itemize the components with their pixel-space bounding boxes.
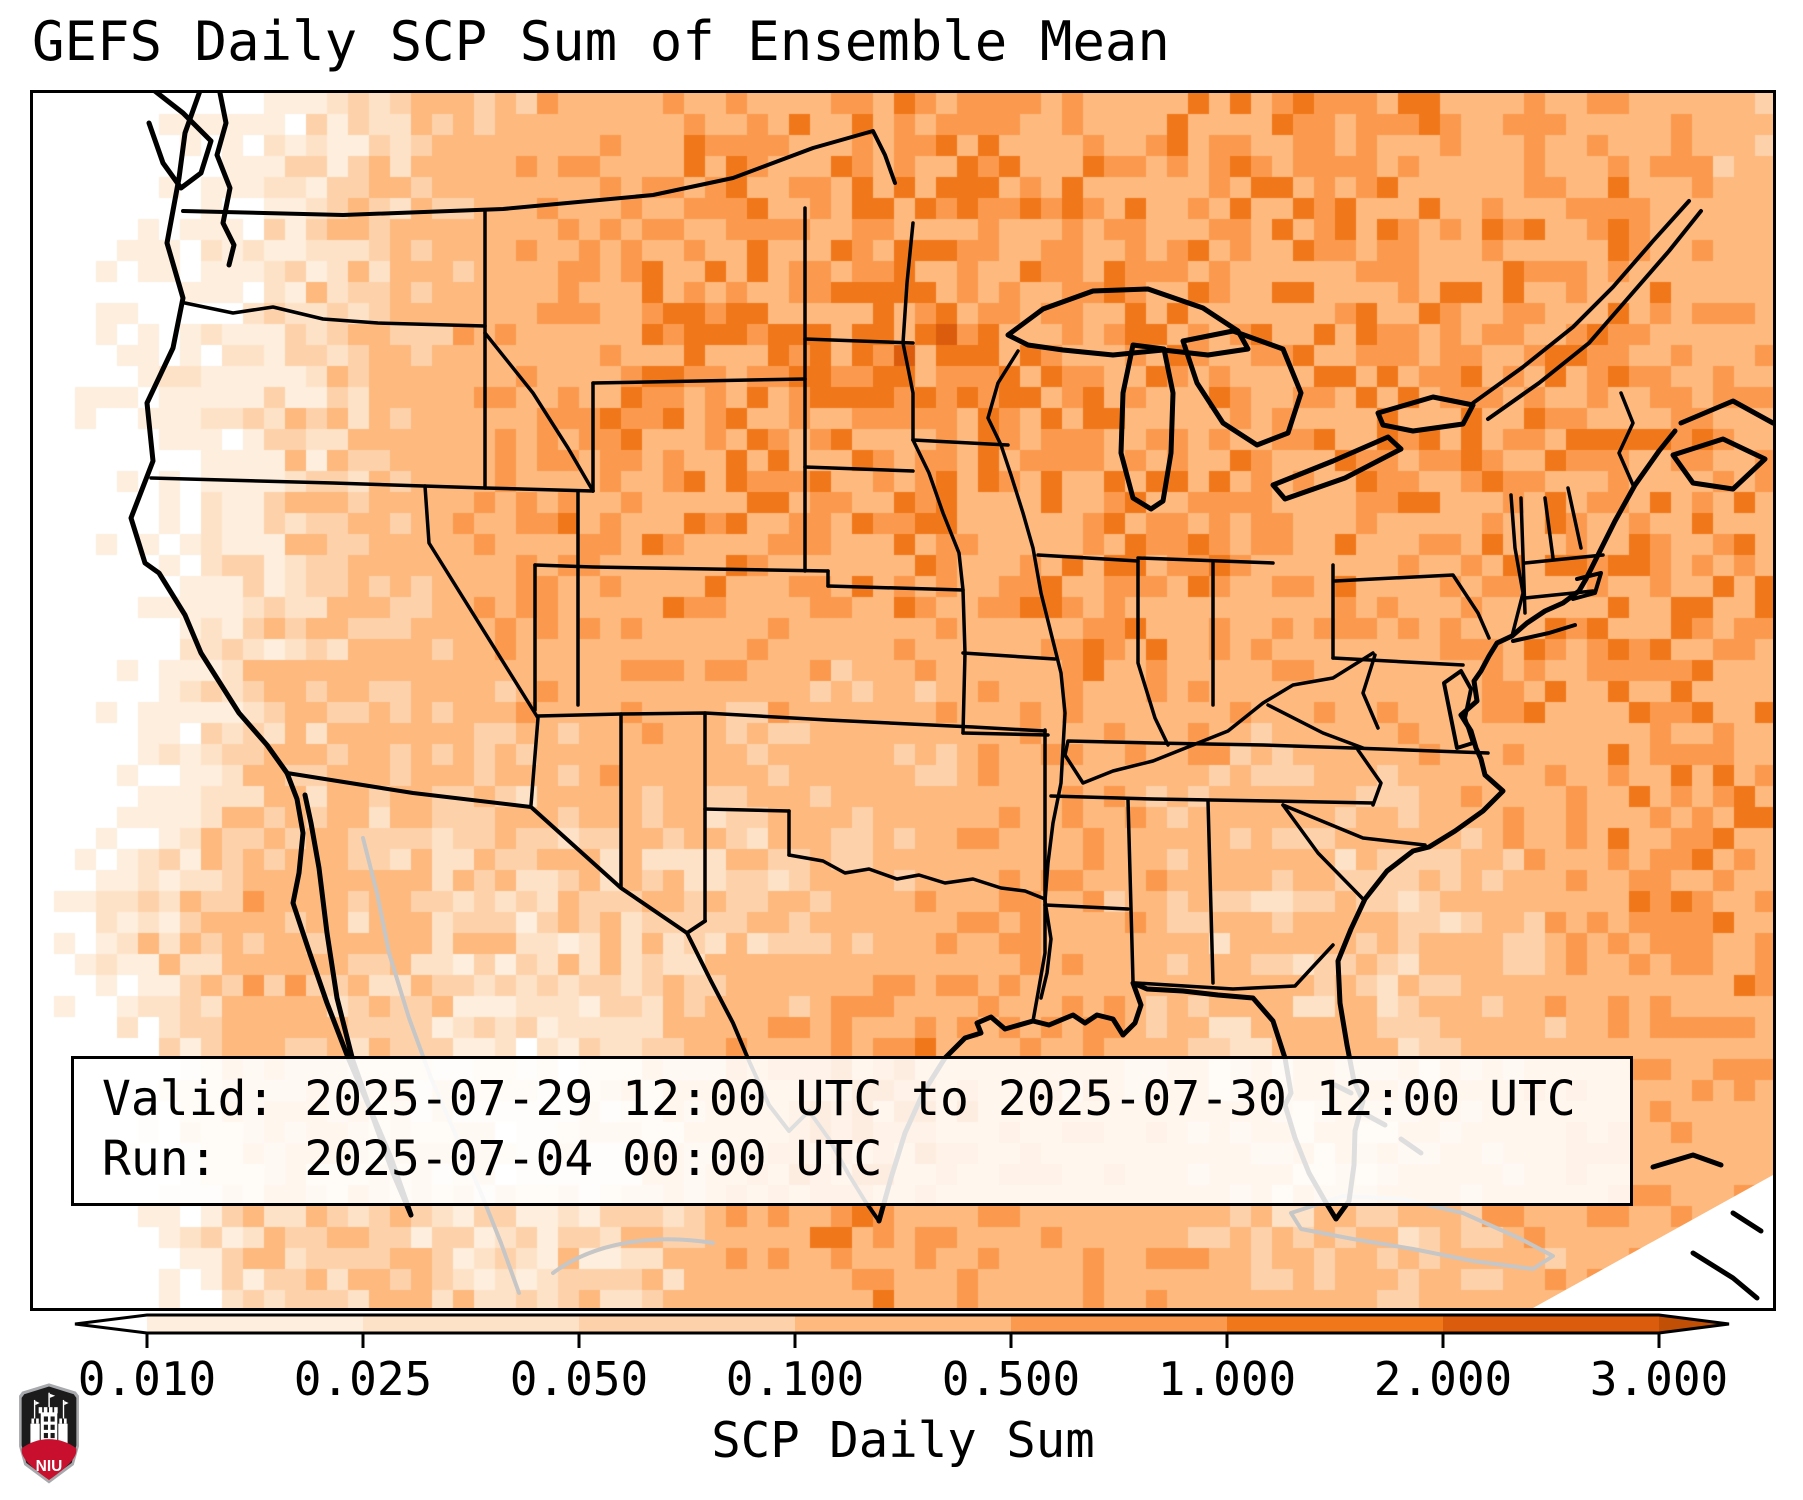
colorbar-tick-label: 2.000 — [1373, 1352, 1513, 1406]
colorbar-segment — [363, 1315, 579, 1333]
long-island — [1511, 623, 1577, 643]
cape-cod — [1571, 571, 1603, 601]
niu-red-swoosh — [21, 1439, 77, 1480]
colorbar-segment — [1227, 1315, 1443, 1333]
domain-edge-wedge — [1533, 1175, 1773, 1308]
valid-run-info-box: Valid: 2025-07-29 12:00 UTC to 2025-07-3… — [71, 1056, 1633, 1206]
us-mexico-border — [285, 771, 707, 935]
vancouver-island — [146, 93, 214, 191]
colorbar-segment — [795, 1315, 1011, 1333]
st-lawrence-south-shore — [1486, 209, 1703, 421]
state-borders-west — [149, 206, 1047, 890]
run-time-text: Run: 2025-07-04 00:00 UTC — [102, 1131, 883, 1187]
colorbar-axis-label: SCP Daily Sum — [711, 1412, 1095, 1469]
state-borders-east — [1049, 391, 1635, 991]
puget-sound — [214, 93, 237, 268]
colorbar-over-arrow — [1659, 1315, 1729, 1333]
map-panel: Valid: 2025-07-29 12:00 UTC to 2025-07-3… — [30, 90, 1776, 1311]
us-canada-border — [181, 129, 897, 217]
colorbar-segment — [1011, 1315, 1227, 1333]
colorbar-tick-label: 0.500 — [941, 1352, 1081, 1406]
lake-erie — [1270, 434, 1404, 502]
colorbar-tick-label: 0.025 — [293, 1352, 433, 1406]
colorbar-under-arrow — [75, 1315, 147, 1333]
colorbar-tick-label: 1.000 — [1157, 1352, 1297, 1406]
state-borders-plains — [703, 221, 1140, 1023]
delmarva-peninsula — [1442, 669, 1475, 750]
colorbar-tick-label: 0.050 — [509, 1352, 649, 1406]
geography-borders-overlay — [128, 93, 1773, 1308]
lake-huron — [1180, 328, 1304, 448]
colorbar-tick-label: 0.100 — [725, 1352, 865, 1406]
colorbar-segment — [579, 1315, 795, 1333]
lake-ontario — [1375, 394, 1476, 434]
st-lawrence-river — [1471, 199, 1691, 405]
lake-superior — [1005, 286, 1251, 358]
colorbar-tick-label: 0.010 — [77, 1352, 217, 1406]
niu-castle-windows — [43, 1416, 55, 1439]
niu-logo: NIU — [19, 1383, 79, 1484]
page-title: GEFS Daily SCP Sum of Ensemble Mean — [32, 10, 1170, 73]
niu-logo-text: NIU — [36, 1458, 63, 1475]
pacific-coastline — [128, 93, 290, 776]
colorbar-tick-label: 3.000 — [1589, 1352, 1729, 1406]
lake-michigan — [1118, 342, 1176, 512]
valid-time-text: Valid: 2025-07-29 12:00 UTC to 2025-07-3… — [102, 1071, 1576, 1127]
colorbar-segment — [147, 1315, 363, 1333]
nova-scotia — [1670, 398, 1773, 492]
colorbar-segment — [1443, 1315, 1659, 1333]
